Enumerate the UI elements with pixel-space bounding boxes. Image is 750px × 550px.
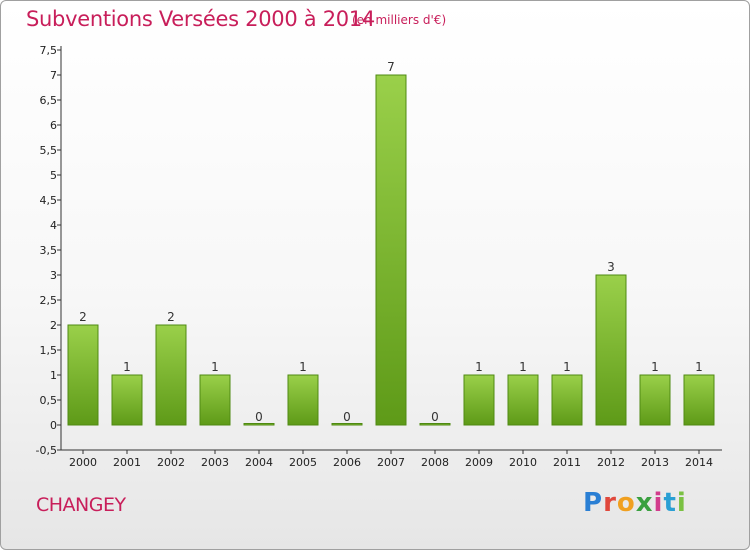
x-tick-label: 2007 xyxy=(377,456,405,469)
bar-2013 xyxy=(639,374,671,426)
bar-2006 xyxy=(331,423,363,426)
bar-2007 xyxy=(375,74,407,426)
data-label: 1 xyxy=(563,360,571,374)
data-label: 0 xyxy=(343,410,351,424)
x-tick-label: 2011 xyxy=(553,456,581,469)
bar-2001 xyxy=(111,374,143,426)
logo-letter: r xyxy=(603,488,617,518)
x-tick-label: 2002 xyxy=(157,456,185,469)
x-tick-label: 2003 xyxy=(201,456,229,469)
bar-2004 xyxy=(243,423,275,426)
x-tick-label: 2004 xyxy=(245,456,273,469)
y-tick-label: 0,5 xyxy=(40,394,58,407)
y-tick-label: 3,5 xyxy=(40,244,58,257)
logo-letter: x xyxy=(635,488,654,518)
y-tick-label: 0 xyxy=(50,419,57,432)
y-tick-label: 3 xyxy=(50,269,57,282)
bar-2011 xyxy=(551,374,583,426)
data-label: 1 xyxy=(475,360,483,374)
data-label: 1 xyxy=(123,360,131,374)
logo-letter: t xyxy=(663,488,677,518)
y-tick-label: 2 xyxy=(50,319,57,332)
y-tick-label: 4,5 xyxy=(40,194,58,207)
x-tick-label: 2012 xyxy=(597,456,625,469)
bar-2005 xyxy=(287,374,319,426)
x-tick-label: 2008 xyxy=(421,456,449,469)
x-tick-label: 2001 xyxy=(113,456,141,469)
data-label: 2 xyxy=(167,310,175,324)
x-tick-label: 2000 xyxy=(69,456,97,469)
y-tick-label: -0,5 xyxy=(36,444,57,457)
bar-2008 xyxy=(419,423,451,426)
data-label: 3 xyxy=(607,260,615,274)
y-tick-label: 5 xyxy=(50,169,57,182)
bar-2000 xyxy=(67,324,99,426)
y-tick-label: 1,5 xyxy=(40,344,58,357)
bar-2010 xyxy=(507,374,539,426)
y-tick-label: 7 xyxy=(50,69,57,82)
proxiti-logo[interactable]: Proxiti xyxy=(583,488,687,518)
x-tick-label: 2010 xyxy=(509,456,537,469)
y-tick-label: 1 xyxy=(50,369,57,382)
data-label: 1 xyxy=(299,360,307,374)
logo-letter: o xyxy=(616,488,636,518)
y-tick-label: 7,5 xyxy=(40,44,58,57)
x-tick-label: 2013 xyxy=(641,456,669,469)
y-tick-label: 5,5 xyxy=(40,144,58,157)
data-label: 2 xyxy=(79,310,87,324)
y-tick-label: 6,5 xyxy=(40,94,58,107)
x-tick-label: 2014 xyxy=(685,456,713,469)
y-tick-label: 4 xyxy=(50,219,57,232)
chart-subtitle: (en milliers d'€) xyxy=(352,13,447,27)
data-label: 1 xyxy=(211,360,219,374)
data-label: 1 xyxy=(651,360,659,374)
logo-letter: i xyxy=(653,488,664,518)
data-label: 1 xyxy=(519,360,527,374)
bar-2002 xyxy=(155,324,187,426)
bar-2012 xyxy=(595,274,627,426)
data-label: 7 xyxy=(387,60,395,74)
x-tick-label: 2006 xyxy=(333,456,361,469)
data-label: 0 xyxy=(431,410,439,424)
x-tick-label: 2009 xyxy=(465,456,493,469)
commune-name: CHANGEY xyxy=(36,494,126,516)
bar-2009 xyxy=(463,374,495,426)
x-tick-label: 2005 xyxy=(289,456,317,469)
chart-title: Subventions Versées 2000 à 2014 xyxy=(26,7,375,31)
y-tick-label: 6 xyxy=(50,119,57,132)
data-label: 0 xyxy=(255,410,263,424)
data-label: 1 xyxy=(695,360,703,374)
logo-letter: i xyxy=(676,488,687,518)
y-tick-label: 2,5 xyxy=(40,294,58,307)
bar-2003 xyxy=(199,374,231,426)
logo-letter: P xyxy=(583,488,604,518)
bar-2014 xyxy=(683,374,715,426)
